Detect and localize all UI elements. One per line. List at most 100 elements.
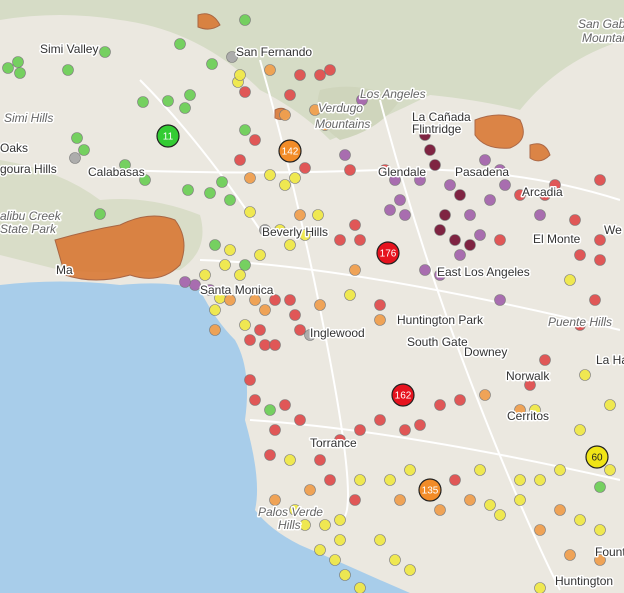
place-label: San Fernando <box>236 45 312 59</box>
sensor-dot <box>137 96 149 108</box>
sensor-dot <box>279 399 291 411</box>
sensor-dot <box>444 179 456 191</box>
sensor-dot <box>514 474 526 486</box>
place-label: San Gab <box>578 17 624 31</box>
sensor-dot <box>534 474 546 486</box>
sensor-dot <box>379 164 391 176</box>
aqi-marker <box>278 139 302 163</box>
sensor-dot <box>354 474 366 486</box>
sensor-dot <box>324 64 336 76</box>
sensor-dot <box>94 208 106 220</box>
sensor-dot <box>534 524 546 536</box>
sensor-dot <box>389 554 401 566</box>
sensor-dots <box>2 14 616 593</box>
sensor-dot <box>394 194 406 206</box>
sensor-dot <box>604 399 616 411</box>
sensor-dot <box>399 424 411 436</box>
place-label: Fount <box>595 545 624 559</box>
sensor-dot <box>434 399 446 411</box>
sensor-dot <box>404 564 416 576</box>
sensor-dot <box>454 249 466 261</box>
place-label: alibu Creek <box>0 209 62 223</box>
place-label: Inglewood <box>310 326 365 340</box>
sensor-dot <box>179 276 191 288</box>
sensor-dot <box>254 249 266 261</box>
sensor-dot <box>224 194 236 206</box>
sensor-dot <box>514 494 526 506</box>
sensor-dot <box>499 179 511 191</box>
place-label: Ma <box>56 263 73 277</box>
sensor-dot <box>264 169 276 181</box>
sensor-dot <box>209 239 221 251</box>
sensor-dot <box>594 234 606 246</box>
place-label: Verdugo <box>318 101 363 115</box>
place-label: La Cañada <box>412 110 471 124</box>
sensor-dot <box>184 89 196 101</box>
sensor-dot <box>71 132 83 144</box>
sensor-dot <box>404 464 416 476</box>
sensor-dot <box>334 514 346 526</box>
sensor-dot <box>339 149 351 161</box>
sensor-dot <box>312 209 324 221</box>
place-label: Puente Hills <box>548 315 612 329</box>
place-label: Arcadia <box>522 185 563 199</box>
sensor-dot <box>344 164 356 176</box>
place-label: Simi Hills <box>4 111 53 125</box>
sensor-dot <box>494 509 506 521</box>
sensor-dot <box>204 284 216 296</box>
place-label: goura Hills <box>0 162 57 176</box>
sensor-dot <box>62 64 74 76</box>
sensor-dot <box>314 454 326 466</box>
sensor-dot <box>419 264 431 276</box>
sensor-dot <box>464 209 476 221</box>
sensor-dot <box>389 174 401 186</box>
sensor-dot <box>574 319 586 331</box>
sensor-dot <box>239 124 251 136</box>
place-label: Huntington Park <box>397 313 484 327</box>
sensor-dot <box>399 209 411 221</box>
sensor-dot <box>234 269 246 281</box>
sensor-dot <box>434 224 446 236</box>
sensor-dot <box>539 189 551 201</box>
sensor-dot <box>494 294 506 306</box>
sensor-dot <box>534 582 546 593</box>
sensor-dot <box>294 209 306 221</box>
sensor-dot <box>449 474 461 486</box>
place-label: Beverly Hills <box>262 225 328 239</box>
sensor-dot <box>226 51 238 63</box>
sensor-dot <box>299 229 311 241</box>
sensor-dot <box>234 154 246 166</box>
sensor-dot <box>494 234 506 246</box>
sensor-dot <box>99 46 111 58</box>
place-label: Simi Valley <box>40 42 98 56</box>
sensor-dot <box>464 239 476 251</box>
sensor-dot <box>474 229 486 241</box>
sensor-dot <box>479 154 491 166</box>
sensor-dot <box>204 187 216 199</box>
sensor-dot <box>539 354 551 366</box>
aqi-value: 176 <box>380 249 397 260</box>
aqi-marker <box>391 383 415 407</box>
sensor-dot <box>354 234 366 246</box>
sensor-dot <box>339 569 351 581</box>
sensor-dot <box>279 109 291 121</box>
sensor-dot <box>289 309 301 321</box>
sensor-dot <box>464 494 476 506</box>
sensor-dot <box>314 544 326 556</box>
sensor-dot <box>394 494 406 506</box>
sensor-dot <box>224 294 236 306</box>
sensor-dot <box>334 234 346 246</box>
sensor-dot <box>264 64 276 76</box>
sensor-dot <box>139 174 151 186</box>
place-label: Downey <box>464 345 507 359</box>
sensor-dot <box>534 209 546 221</box>
sensor-dot <box>264 404 276 416</box>
sensor-dot <box>429 159 441 171</box>
sensor-dot <box>209 324 221 336</box>
sensor-dot <box>384 474 396 486</box>
verdugo <box>317 86 400 140</box>
sensor-dot <box>564 274 576 286</box>
sensor-dot <box>69 152 81 164</box>
sensor-dot <box>284 294 296 306</box>
